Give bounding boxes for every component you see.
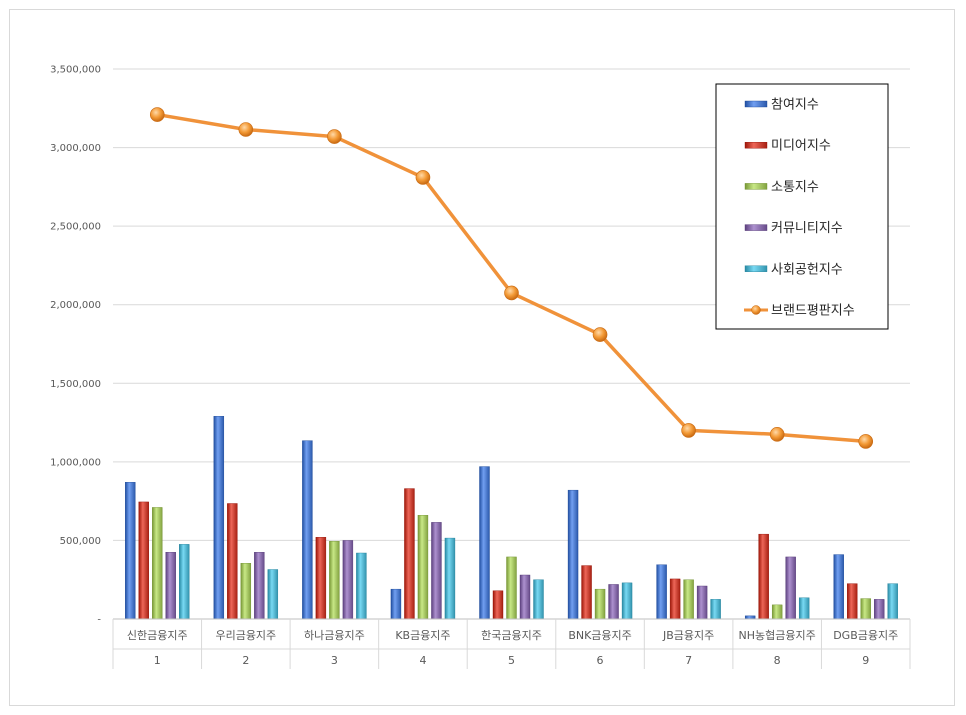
- bar-커뮤니티지수-BNK금융지주: [608, 584, 619, 620]
- bar-미디어지수-하나금융지주: [315, 537, 327, 620]
- point-브랜드평판지수-신한금융지주: [149, 107, 165, 122]
- bar-사회공헌지수-KB금융지주: [444, 537, 456, 620]
- bar-사회공헌지수-한국금융지주: [533, 579, 544, 620]
- bar-커뮤니티지수-신한금융지주: [165, 552, 176, 620]
- bar-소통지수-KB금융지주: [417, 515, 429, 620]
- y-tick-label: 2,000,000: [50, 300, 101, 311]
- legend-swatch-marker-브랜드평판지수: [751, 305, 761, 315]
- bar-미디어지수-신한금융지주: [138, 501, 149, 620]
- bar-사회공헌지수-JB금융지주: [710, 599, 721, 620]
- bar-커뮤니티지수-KB금융지주: [431, 522, 442, 620]
- x-axis: 신한금융지주 1 우리금융지주 2 하나금융지주 3 KB금융지주 4 한국금융지주 5 BNK금융…: [112, 618, 911, 669]
- bar-미디어지수-JB금융지주: [669, 578, 681, 620]
- y-tick-label: 1,000,000: [50, 457, 101, 468]
- legend-label: 참여지수: [771, 98, 819, 113]
- x-rank-label: 9: [862, 654, 869, 667]
- bar-참여지수-우리금융지주: [213, 416, 225, 620]
- point-브랜드평판지수-KB금융지주: [415, 170, 431, 185]
- y-tick-label: 3,000,000: [50, 143, 101, 154]
- legend-swatch-사회공헌지수: [744, 265, 768, 272]
- x-rank-label: 1: [154, 654, 161, 667]
- bar-미디어지수-BNK금융지주: [581, 565, 592, 620]
- bar-커뮤니티지수-한국금융지주: [519, 574, 531, 620]
- x-tick-label: JB금융지주: [662, 629, 714, 642]
- bar-참여지수-BNK금융지주: [567, 489, 579, 620]
- legend-label: 커뮤니티지수: [771, 221, 843, 236]
- point-브랜드평판지수-한국금융지주: [504, 285, 519, 301]
- x-rank-label: 6: [597, 654, 604, 667]
- bar-사회공헌지수-DGB금융지주: [887, 583, 898, 620]
- point-브랜드평판지수-하나금융지주: [327, 129, 342, 144]
- x-tick-label: BNK금융지주: [568, 629, 631, 642]
- legend-label: 브랜드평판지수: [771, 304, 855, 319]
- bar-소통지수-하나금융지주: [329, 541, 340, 620]
- legend-swatch-커뮤니티지수: [744, 224, 768, 231]
- y-tick-label: 500,000: [60, 536, 101, 547]
- x-tick-label: DGB금융지주: [833, 629, 898, 642]
- bar-참여지수-하나금융지주: [302, 440, 313, 620]
- x-rank-label: 7: [685, 654, 692, 667]
- x-rank-label: 3: [331, 654, 338, 667]
- bar-소통지수-JB금융지주: [683, 579, 694, 620]
- y-tick-label: 3,500,000: [50, 65, 101, 76]
- bar-소통지수-DGB금융지주: [860, 598, 871, 620]
- y-tick-label: -: [97, 615, 101, 626]
- bar-참여지수-신한금융지주: [125, 482, 136, 620]
- y-axis: - 500,000 1,000,000 1,500,000 2,000,000 2,500…: [50, 65, 101, 626]
- bar-소통지수-신한금융지주: [152, 507, 163, 620]
- bar-소통지수-한국금융지주: [506, 556, 517, 620]
- line-series: [149, 107, 874, 449]
- x-rank-label: 8: [774, 654, 781, 667]
- bar-사회공헌지수-BNK금융지주: [621, 582, 633, 620]
- bar-커뮤니티지수-하나금융지주: [342, 540, 354, 620]
- x-tick-label: 신한금융지주: [127, 629, 188, 642]
- bar-커뮤니티지수-우리금융지주: [254, 552, 265, 620]
- x-tick-label: KB금융지주: [395, 629, 450, 642]
- bar-미디어지수-KB금융지주: [404, 488, 415, 620]
- point-브랜드평판지수-우리금융지주: [238, 122, 254, 137]
- point-브랜드평판지수-JB금융지주: [681, 423, 696, 438]
- bar-참여지수-JB금융지주: [656, 564, 667, 620]
- x-tick-label: 하나금융지주: [304, 628, 365, 642]
- bar-커뮤니티지수-DGB금융지주: [874, 599, 885, 620]
- point-브랜드평판지수-BNK금융지주: [592, 327, 608, 342]
- bar-소통지수-BNK금융지주: [594, 588, 606, 620]
- bar-사회공헌지수-하나금융지주: [356, 552, 367, 620]
- x-rank-label: 2: [242, 654, 249, 667]
- bar-소통지수-NH농협금융지주: [771, 604, 783, 620]
- x-rank-label: 5: [508, 654, 515, 667]
- legend-swatch-미디어지수: [744, 141, 768, 149]
- point-브랜드평판지수-NH농협금융지주: [769, 427, 785, 442]
- y-tick-label: 1,500,000: [50, 379, 101, 390]
- bar-미디어지수-DGB금융지주: [847, 583, 858, 620]
- legend-swatch-소통지수: [744, 183, 768, 190]
- x-tick-label: 한국금융지주: [481, 629, 542, 642]
- x-tick-label: 우리금융지주: [215, 629, 276, 642]
- bar-사회공헌지수-신한금융지주: [179, 544, 190, 620]
- bar-미디어지수-한국금융지주: [492, 590, 504, 620]
- y-tick-label: 2,500,000: [50, 222, 101, 233]
- point-브랜드평판지수-DGB금융지주: [858, 434, 874, 449]
- bar-series: [125, 416, 898, 620]
- legend-box: [715, 83, 889, 330]
- bar-커뮤니티지수-NH농협금융지주: [785, 556, 796, 620]
- bar-미디어지수-NH농협금융지주: [758, 533, 769, 620]
- legend-label: 사회공헌지수: [771, 262, 843, 277]
- bar-소통지수-우리금융지주: [240, 563, 252, 620]
- legend-swatch-참여지수: [744, 100, 768, 108]
- bar-사회공헌지수-NH농협금융지주: [798, 597, 810, 620]
- bar-사회공헌지수-우리금융지주: [267, 569, 279, 620]
- x-rank-label: 4: [419, 654, 426, 667]
- bar-참여지수-DGB금융지주: [833, 554, 844, 620]
- bar-미디어지수-우리금융지주: [227, 503, 238, 620]
- bar-참여지수-KB금융지주: [390, 588, 402, 620]
- bar-참여지수-한국금융지주: [479, 466, 490, 620]
- x-tick-label: NH농협금융지주: [739, 629, 816, 642]
- legend-label: 소통지수: [771, 180, 819, 195]
- legend-label: 미디어지수: [771, 139, 831, 154]
- bar-커뮤니티지수-JB금융지주: [696, 585, 708, 620]
